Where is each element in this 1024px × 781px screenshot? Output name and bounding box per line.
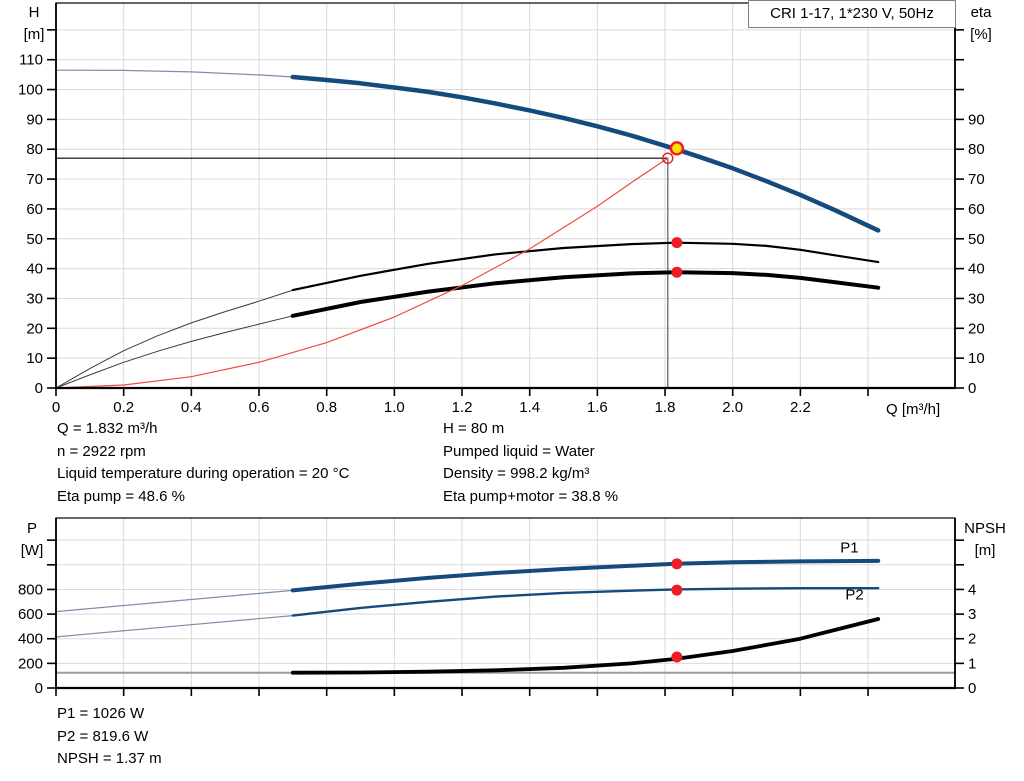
duty-annotations-right: H = 80 m Pumped liquid = Water Density =… bbox=[443, 418, 618, 508]
svg-text:80: 80 bbox=[968, 141, 985, 158]
svg-text:0: 0 bbox=[35, 680, 43, 697]
svg-text:1.4: 1.4 bbox=[519, 399, 540, 416]
svg-text:20: 20 bbox=[26, 320, 43, 337]
svg-text:1.8: 1.8 bbox=[655, 399, 676, 416]
annotation-line: H = 80 m bbox=[443, 420, 505, 437]
svg-text:40: 40 bbox=[26, 261, 43, 278]
svg-text:2: 2 bbox=[968, 631, 976, 648]
p2-curve bbox=[291, 587, 880, 617]
svg-text:3: 3 bbox=[968, 606, 976, 623]
svg-text:200: 200 bbox=[18, 655, 43, 672]
duty-annotations-left: Q = 1.832 m³/h n = 2922 rpm Liquid tempe… bbox=[57, 418, 349, 508]
pump-title-box: CRI 1-17, 1*230 V, 50Hz bbox=[748, 0, 956, 28]
annotation-line: P2 = 819.6 W bbox=[57, 727, 149, 745]
svg-text:110: 110 bbox=[19, 52, 43, 69]
svg-text:1: 1 bbox=[968, 655, 976, 672]
svg-text:1.2: 1.2 bbox=[452, 399, 473, 416]
svg-text:30: 30 bbox=[26, 290, 43, 307]
annotation-line: Eta pump+motor = 38.8 % bbox=[443, 487, 619, 505]
p2-curve-label: P2 bbox=[845, 587, 863, 604]
annotation-line: Density = 998.2 kg/m³ bbox=[443, 465, 590, 482]
annotation-line: Liquid temperature during operation = 20… bbox=[57, 465, 350, 482]
svg-text:10: 10 bbox=[968, 350, 985, 367]
svg-text:80: 80 bbox=[26, 141, 43, 158]
svg-text:40: 40 bbox=[968, 261, 985, 278]
eta-pump-thin bbox=[55, 289, 294, 389]
svg-text:30: 30 bbox=[968, 290, 985, 307]
npsh-curve bbox=[290, 617, 881, 675]
svg-text:4: 4 bbox=[968, 581, 976, 598]
power-annotations: P1 = 1026 W P2 = 819.6 W NPSH = 1.37 m bbox=[57, 703, 162, 771]
system-intersection-marker bbox=[662, 152, 674, 164]
qh-curve bbox=[290, 74, 881, 233]
svg-text:60: 60 bbox=[26, 201, 43, 218]
eta-pump-motor-duty-marker bbox=[671, 266, 683, 278]
annotation-line: n = 2922 rpm bbox=[57, 442, 146, 460]
annotation-line: NPSH = 1.37 m bbox=[57, 750, 162, 767]
p2-duty-marker bbox=[671, 584, 683, 596]
annotation-line: P1 = 1026 W bbox=[57, 705, 145, 722]
p2-thin bbox=[55, 614, 294, 638]
svg-text:70: 70 bbox=[968, 171, 985, 188]
npsh-duty-marker bbox=[671, 651, 683, 663]
svg-text:50: 50 bbox=[26, 231, 43, 248]
power-npsh-chart: 0 200 400 600 800 0 1 2 3 4 P1 P2 bbox=[18, 517, 976, 697]
p1-thin bbox=[55, 589, 294, 613]
npsh-axis-label: NPSH [m] bbox=[964, 520, 1006, 559]
h-axis-label: H [m] bbox=[23, 4, 45, 43]
pump-title: CRI 1-17, 1*230 V, 50Hz bbox=[770, 5, 934, 22]
p1-curve bbox=[290, 558, 881, 593]
p-axis-label: P [W] bbox=[20, 520, 44, 559]
eta-pump-motor-thin bbox=[55, 315, 294, 389]
svg-text:600: 600 bbox=[18, 606, 43, 623]
svg-text:0: 0 bbox=[968, 380, 976, 397]
svg-text:2.2: 2.2 bbox=[790, 399, 811, 416]
svg-text:90: 90 bbox=[26, 111, 43, 128]
gridlines bbox=[56, 3, 955, 388]
annotation-line: Eta pump = 48.6 % bbox=[57, 487, 185, 505]
svg-text:10: 10 bbox=[26, 350, 43, 367]
chart-frame bbox=[55, 2, 956, 390]
svg-text:0: 0 bbox=[35, 380, 43, 397]
svg-text:1.6: 1.6 bbox=[587, 399, 608, 416]
gridlines bbox=[56, 518, 955, 688]
svg-text:50: 50 bbox=[968, 231, 985, 248]
eta-pump-motor-curve bbox=[290, 270, 881, 318]
svg-text:100: 100 bbox=[18, 82, 43, 99]
svg-text:0.8: 0.8 bbox=[316, 399, 337, 416]
axis-ticks: 0 200 400 600 800 0 1 2 3 4 bbox=[18, 539, 976, 697]
svg-text:0: 0 bbox=[968, 680, 976, 697]
q-axis-label: Q [m³/h] bbox=[886, 401, 941, 418]
svg-text:70: 70 bbox=[26, 171, 43, 188]
annotation-line: Q = 1.832 m³/h bbox=[57, 420, 158, 437]
qh-eta-chart: 0 10 20 30 40 50 60 70 80 90 100 110 0 10 20 30 40 50 60 70… bbox=[18, 2, 985, 416]
svg-text:1.0: 1.0 bbox=[384, 399, 405, 416]
eta-axis-label: eta [%] bbox=[970, 4, 992, 43]
annotation-line: Pumped liquid = Water bbox=[443, 442, 595, 460]
qh-curve-thin bbox=[55, 69, 294, 78]
svg-text:2.0: 2.0 bbox=[722, 399, 743, 416]
eta-pump-curve bbox=[291, 241, 880, 292]
svg-text:0.2: 0.2 bbox=[113, 399, 134, 416]
system-curve bbox=[55, 157, 669, 389]
svg-text:0.6: 0.6 bbox=[249, 399, 270, 416]
svg-text:90: 90 bbox=[968, 111, 985, 128]
eta-pump-duty-marker bbox=[671, 237, 683, 249]
svg-text:20: 20 bbox=[968, 320, 985, 337]
axis-ticks: 0 10 20 30 40 50 60 70 80 90 100 110 0 10 20 30 40 50 60 70… bbox=[18, 29, 985, 416]
chart-frame bbox=[55, 517, 956, 690]
p1-curve-label: P1 bbox=[840, 539, 858, 556]
svg-text:400: 400 bbox=[18, 631, 43, 648]
svg-text:0: 0 bbox=[52, 399, 60, 416]
duty-point-marker bbox=[669, 141, 685, 156]
svg-text:0.4: 0.4 bbox=[181, 399, 202, 416]
svg-text:60: 60 bbox=[968, 201, 985, 218]
p1-duty-marker bbox=[671, 558, 683, 570]
svg-text:800: 800 bbox=[18, 581, 43, 598]
